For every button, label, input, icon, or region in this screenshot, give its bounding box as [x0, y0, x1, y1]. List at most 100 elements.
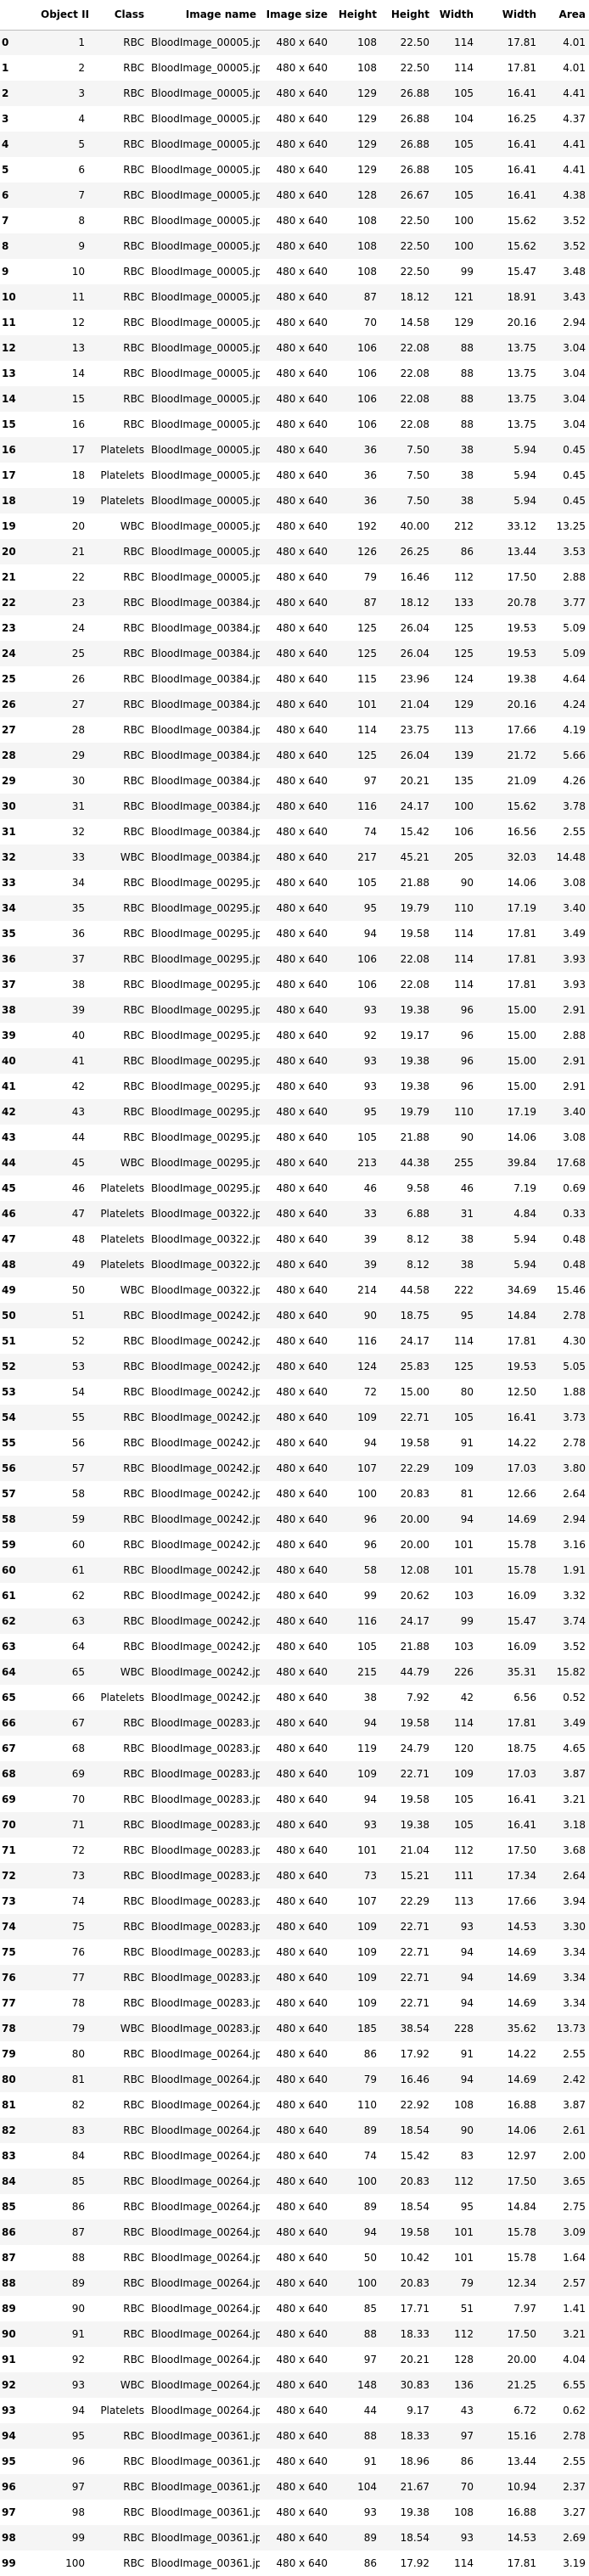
table-cell: 480 x 640 — [276, 851, 328, 863]
table-cell: 22.71 — [400, 1972, 429, 1984]
table-cell: 38 — [460, 1233, 474, 1245]
table-cell: 9.17 — [407, 2405, 429, 2416]
table-cell: 78 — [71, 1997, 85, 2009]
table-cell: 3.34 — [563, 1972, 586, 1984]
table-cell: 480 x 640 — [276, 1208, 328, 1220]
row-index: 14 — [2, 393, 16, 405]
table-cell: BloodImage_00005.jpeg — [151, 418, 260, 430]
table-cell: 86 — [363, 2048, 377, 2060]
table-cell: 16 — [71, 418, 85, 430]
table-cell: 55 — [71, 1411, 85, 1423]
table-cell: 24.17 — [400, 800, 429, 812]
table-cell: 3.09 — [563, 2226, 586, 2238]
table-cell: 119 — [357, 1743, 377, 1754]
table-cell: 22.71 — [400, 1997, 429, 2009]
table-cell: 96 — [363, 1513, 377, 1525]
table-cell: 38 — [363, 1692, 377, 1703]
table-cell: 480 x 640 — [276, 342, 328, 354]
table-cell: 0.48 — [563, 1259, 586, 1271]
row-index: 27 — [2, 724, 16, 736]
table-cell: 14.53 — [507, 1921, 536, 1933]
row-index: 50 — [2, 1310, 16, 1322]
table-cell: 65 — [71, 1666, 85, 1678]
table-cell: 8.12 — [407, 1259, 429, 1271]
table-row: 67 68 RBC BloodImage_00283.jpeg 480 x 640 119… — [0, 1736, 589, 1761]
table-row: 89 90 RBC BloodImage_00264.jpeg 480 x 640 85 1… — [0, 2296, 589, 2321]
table-row: 41 42 RBC BloodImage_00295.jpeg 480 x 640 93 1… — [0, 1074, 589, 1099]
table-cell: 480 x 640 — [276, 266, 328, 278]
column-header: Area — [540, 0, 589, 31]
table-cell: 76 — [71, 1946, 85, 1958]
table-cell: 17.66 — [507, 724, 536, 736]
table-cell: 75 — [71, 1921, 85, 1933]
table-cell: BloodImage_00295.jpeg — [151, 979, 260, 991]
table-cell: RBC — [123, 368, 144, 379]
row-index: 83 — [2, 2150, 16, 2162]
row-index: 48 — [2, 1259, 16, 1271]
table-cell: Platelets — [100, 1259, 144, 1271]
table-cell: WBC — [120, 1284, 144, 1296]
table-cell: 17.03 — [507, 1768, 536, 1780]
table-cell: 16.88 — [507, 2099, 536, 2111]
table-cell: 5.09 — [563, 648, 586, 659]
table-row: 27 28 RBC BloodImage_00384.jpeg 480 x 640 114… — [0, 717, 589, 743]
table-cell: BloodImage_00242.jpeg — [151, 1411, 260, 1423]
table-cell: 7 — [78, 189, 85, 201]
table-cell: 22.50 — [400, 62, 429, 74]
row-index: 97 — [2, 2506, 16, 2518]
table-cell: BloodImage_00005.jpeg — [151, 368, 260, 379]
table-cell: 74 — [363, 826, 377, 838]
row-index: 13 — [2, 368, 16, 379]
table-cell: 29 — [71, 749, 85, 761]
column-header: Object ID — [37, 0, 88, 31]
table-cell: 94 — [363, 1793, 377, 1805]
table-cell: 5.94 — [513, 1233, 536, 1245]
table-cell: 52 — [71, 1335, 85, 1347]
table-cell: BloodImage_00295.jpeg — [151, 1080, 260, 1092]
column-header: Class — [88, 0, 148, 31]
table-cell: RBC — [123, 291, 144, 303]
table-cell: 110 — [454, 902, 474, 914]
row-index: 74 — [2, 1921, 16, 1933]
table-cell: 72 — [363, 1386, 377, 1398]
table-cell: BloodImage_00264.jpeg — [151, 2328, 260, 2340]
table-cell: 10.42 — [400, 2252, 429, 2264]
table-cell: 109 — [357, 1768, 377, 1780]
table-cell: 480 x 640 — [276, 520, 328, 532]
table-row: 68 69 RBC BloodImage_00283.jpeg 480 x 640 109… — [0, 1761, 589, 1787]
table-cell: 85 — [363, 2303, 377, 2315]
table-cell: 116 — [357, 1615, 377, 1627]
table-cell: 480 x 640 — [276, 2252, 328, 2264]
row-index: 34 — [2, 902, 16, 914]
table-cell: 20.83 — [400, 1488, 429, 1500]
table-cell: 480 x 640 — [276, 1768, 328, 1780]
table-cell: 24.17 — [400, 1615, 429, 1627]
table-cell: 114 — [357, 724, 377, 736]
row-index: 17 — [2, 469, 16, 481]
table-cell: BloodImage_00264.jpeg — [151, 2074, 260, 2085]
table-cell: 89 — [363, 2532, 377, 2544]
table-row: 56 57 RBC BloodImage_00242.jpeg 480 x 640 107… — [0, 1456, 589, 1481]
table-cell: 15.78 — [507, 2252, 536, 2264]
table-cell: 480 x 640 — [276, 1539, 328, 1551]
table-cell: BloodImage_00322.jpeg — [151, 1233, 260, 1245]
table-cell: 54 — [71, 1386, 85, 1398]
table-cell: 90 — [460, 877, 474, 889]
table-cell: 16.41 — [507, 87, 536, 99]
table-row: 85 86 RBC BloodImage_00264.jpeg 480 x 640 89 1… — [0, 2194, 589, 2220]
table-cell: 30 — [71, 775, 85, 787]
table-cell: 19.58 — [400, 2226, 429, 2238]
table-cell: 16.88 — [507, 2506, 536, 2518]
table-cell: 45 — [71, 1157, 85, 1169]
table-cell: 86 — [363, 2557, 377, 2569]
table-cell: BloodImage_00283.jpeg — [151, 1997, 260, 2009]
table-row: 61 62 RBC BloodImage_00242.jpeg 480 x 640 99 2… — [0, 1583, 589, 1608]
table-cell: 91 — [363, 2455, 377, 2467]
table-cell: 31 — [460, 1208, 474, 1220]
table-cell: 36 — [71, 928, 85, 940]
table-row: 43 44 RBC BloodImage_00295.jpeg 480 x 640 105… — [0, 1125, 589, 1150]
table-cell: 13 — [71, 342, 85, 354]
table-cell: 129 — [357, 138, 377, 150]
row-index: 84 — [2, 2175, 16, 2187]
